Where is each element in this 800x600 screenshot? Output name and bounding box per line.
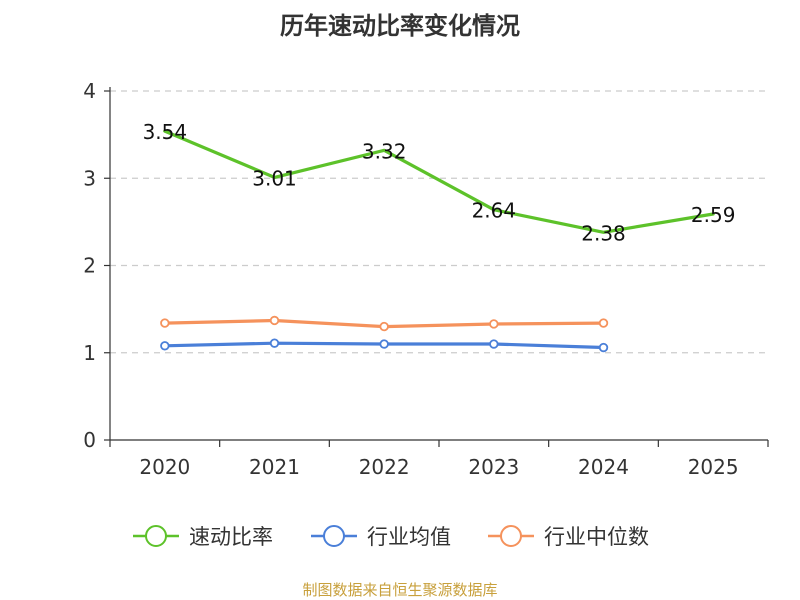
axes: 0 1 2 3 4 2020 2021 2022 2023 2024 2025	[83, 79, 769, 479]
x-tick-label: 2021	[249, 455, 300, 479]
data-label: 2.38	[581, 221, 626, 245]
legend-item-1[interactable]: 行业均值	[311, 525, 451, 549]
data-label: 3.01	[252, 166, 297, 190]
legend-marker	[145, 525, 167, 547]
y-tick-label: 3	[83, 166, 96, 190]
series-point-2	[269, 315, 280, 326]
legend-label: 行业中位数	[544, 525, 649, 549]
x-tick-label: 2020	[139, 455, 190, 479]
series-point-1	[598, 342, 609, 353]
series-group	[160, 129, 715, 353]
series-point-1	[379, 339, 389, 349]
series-point-2	[379, 321, 389, 332]
x-tick-label: 2022	[359, 455, 410, 479]
legend-item-2[interactable]: 行业中位数	[488, 525, 649, 549]
series-point-1	[489, 339, 499, 349]
legend-label: 速动比率	[189, 525, 273, 549]
legend[interactable]: 速动比率 行业均值 行业中位数	[133, 525, 649, 549]
data-label: 2.59	[691, 203, 736, 227]
legend-marker	[323, 525, 345, 547]
data-label: 3.32	[362, 139, 407, 163]
data-label: 3.54	[143, 120, 188, 144]
chart-title: 历年速动比率变化情况	[280, 12, 520, 40]
data-label: 2.64	[472, 199, 517, 223]
x-tick-label: 2025	[688, 455, 739, 479]
x-tick-label: 2023	[468, 455, 519, 479]
series-point-2	[598, 318, 609, 328]
series-point-1	[160, 341, 170, 351]
legend-item-0[interactable]: 速动比率	[133, 525, 273, 549]
y-tick-label: 2	[83, 254, 96, 278]
legend-marker	[500, 525, 522, 547]
legend-label: 行业均值	[367, 525, 451, 549]
series-point-2	[489, 319, 499, 329]
y-tick-label: 4	[83, 79, 96, 103]
y-tick-label: 1	[83, 341, 96, 365]
x-tick-label: 2024	[578, 455, 629, 479]
data-labels: 3.54 3.01 3.32 2.64 2.38 2.59	[143, 120, 736, 245]
series-point-1	[269, 338, 280, 348]
source-note: 制图数据来自恒生聚源数据库	[302, 581, 498, 599]
series-line-0	[163, 129, 715, 234]
y-tick-label: 0	[83, 428, 96, 452]
series-point-2	[160, 318, 170, 328]
